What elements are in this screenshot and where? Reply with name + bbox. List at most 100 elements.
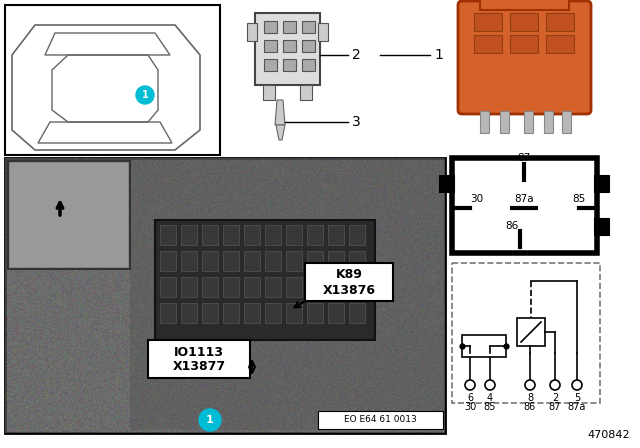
Bar — [349, 303, 365, 323]
Bar — [302, 40, 315, 52]
Bar — [247, 23, 257, 41]
Bar — [300, 85, 312, 100]
Bar — [265, 277, 281, 297]
Bar — [265, 225, 281, 245]
Bar — [263, 85, 275, 100]
Bar — [181, 251, 197, 271]
Text: 85: 85 — [484, 402, 496, 412]
Polygon shape — [276, 125, 285, 140]
Text: IO1113: IO1113 — [174, 345, 224, 358]
Bar — [202, 277, 218, 297]
Bar — [328, 303, 344, 323]
Bar — [328, 225, 344, 245]
Circle shape — [465, 380, 475, 390]
Circle shape — [525, 380, 535, 390]
Bar — [305, 263, 393, 301]
Bar — [480, 0, 569, 10]
Bar — [223, 225, 239, 245]
Bar — [462, 335, 506, 357]
Bar — [255, 13, 320, 85]
Bar — [264, 59, 277, 71]
Text: 85: 85 — [572, 194, 586, 204]
Text: X13877: X13877 — [172, 361, 225, 374]
Bar — [202, 225, 218, 245]
Circle shape — [485, 380, 495, 390]
Text: 1: 1 — [141, 90, 148, 100]
Bar — [202, 251, 218, 271]
Bar — [318, 411, 443, 429]
Text: 1: 1 — [206, 415, 214, 425]
Text: 470842: 470842 — [588, 430, 630, 440]
Bar — [562, 111, 571, 133]
Bar — [181, 225, 197, 245]
Bar — [307, 251, 323, 271]
Bar — [546, 13, 574, 31]
Text: 30: 30 — [470, 194, 483, 204]
Bar — [283, 59, 296, 71]
Bar — [244, 277, 260, 297]
Bar — [595, 219, 609, 235]
Bar — [349, 277, 365, 297]
Bar — [328, 251, 344, 271]
Bar — [160, 225, 176, 245]
Bar — [524, 111, 533, 133]
Bar — [510, 13, 538, 31]
Bar — [283, 40, 296, 52]
Bar — [5, 5, 220, 155]
Bar — [223, 277, 239, 297]
Bar — [286, 251, 302, 271]
Text: 8: 8 — [527, 393, 533, 403]
Bar — [307, 225, 323, 245]
Bar — [286, 277, 302, 297]
Text: 86: 86 — [524, 402, 536, 412]
Bar — [155, 220, 375, 340]
Bar — [474, 13, 502, 31]
Text: 5: 5 — [574, 393, 580, 403]
Bar — [302, 59, 315, 71]
Bar — [160, 303, 176, 323]
Bar — [223, 303, 239, 323]
Circle shape — [550, 380, 560, 390]
Text: X13876: X13876 — [323, 284, 376, 297]
Bar — [474, 35, 502, 53]
Bar — [160, 251, 176, 271]
Bar — [349, 225, 365, 245]
Bar — [223, 251, 239, 271]
Bar — [5, 158, 445, 433]
Circle shape — [572, 380, 582, 390]
Bar — [517, 318, 545, 346]
Text: 87: 87 — [517, 153, 531, 163]
Text: 6: 6 — [467, 393, 473, 403]
Bar — [264, 40, 277, 52]
Bar — [595, 176, 609, 192]
Bar — [302, 21, 315, 33]
Bar — [8, 161, 130, 269]
Bar — [148, 340, 250, 378]
Text: 3: 3 — [352, 115, 361, 129]
Bar — [244, 303, 260, 323]
Bar — [286, 225, 302, 245]
Bar — [318, 23, 328, 41]
Bar — [328, 277, 344, 297]
Bar — [265, 303, 281, 323]
Circle shape — [136, 86, 154, 104]
Bar — [452, 263, 600, 403]
Bar — [546, 35, 574, 53]
Bar — [440, 176, 454, 192]
Bar — [480, 111, 489, 133]
Text: 87: 87 — [549, 402, 561, 412]
Bar — [181, 277, 197, 297]
Bar — [349, 251, 365, 271]
Bar — [244, 225, 260, 245]
Text: 87a: 87a — [568, 402, 586, 412]
Text: 87a: 87a — [514, 194, 534, 204]
Bar — [307, 303, 323, 323]
Polygon shape — [275, 100, 285, 125]
Bar — [160, 277, 176, 297]
Bar — [130, 160, 445, 430]
Text: 1: 1 — [434, 48, 443, 62]
Bar — [510, 35, 538, 53]
Text: 86: 86 — [506, 221, 518, 231]
Bar — [500, 111, 509, 133]
Bar — [181, 303, 197, 323]
